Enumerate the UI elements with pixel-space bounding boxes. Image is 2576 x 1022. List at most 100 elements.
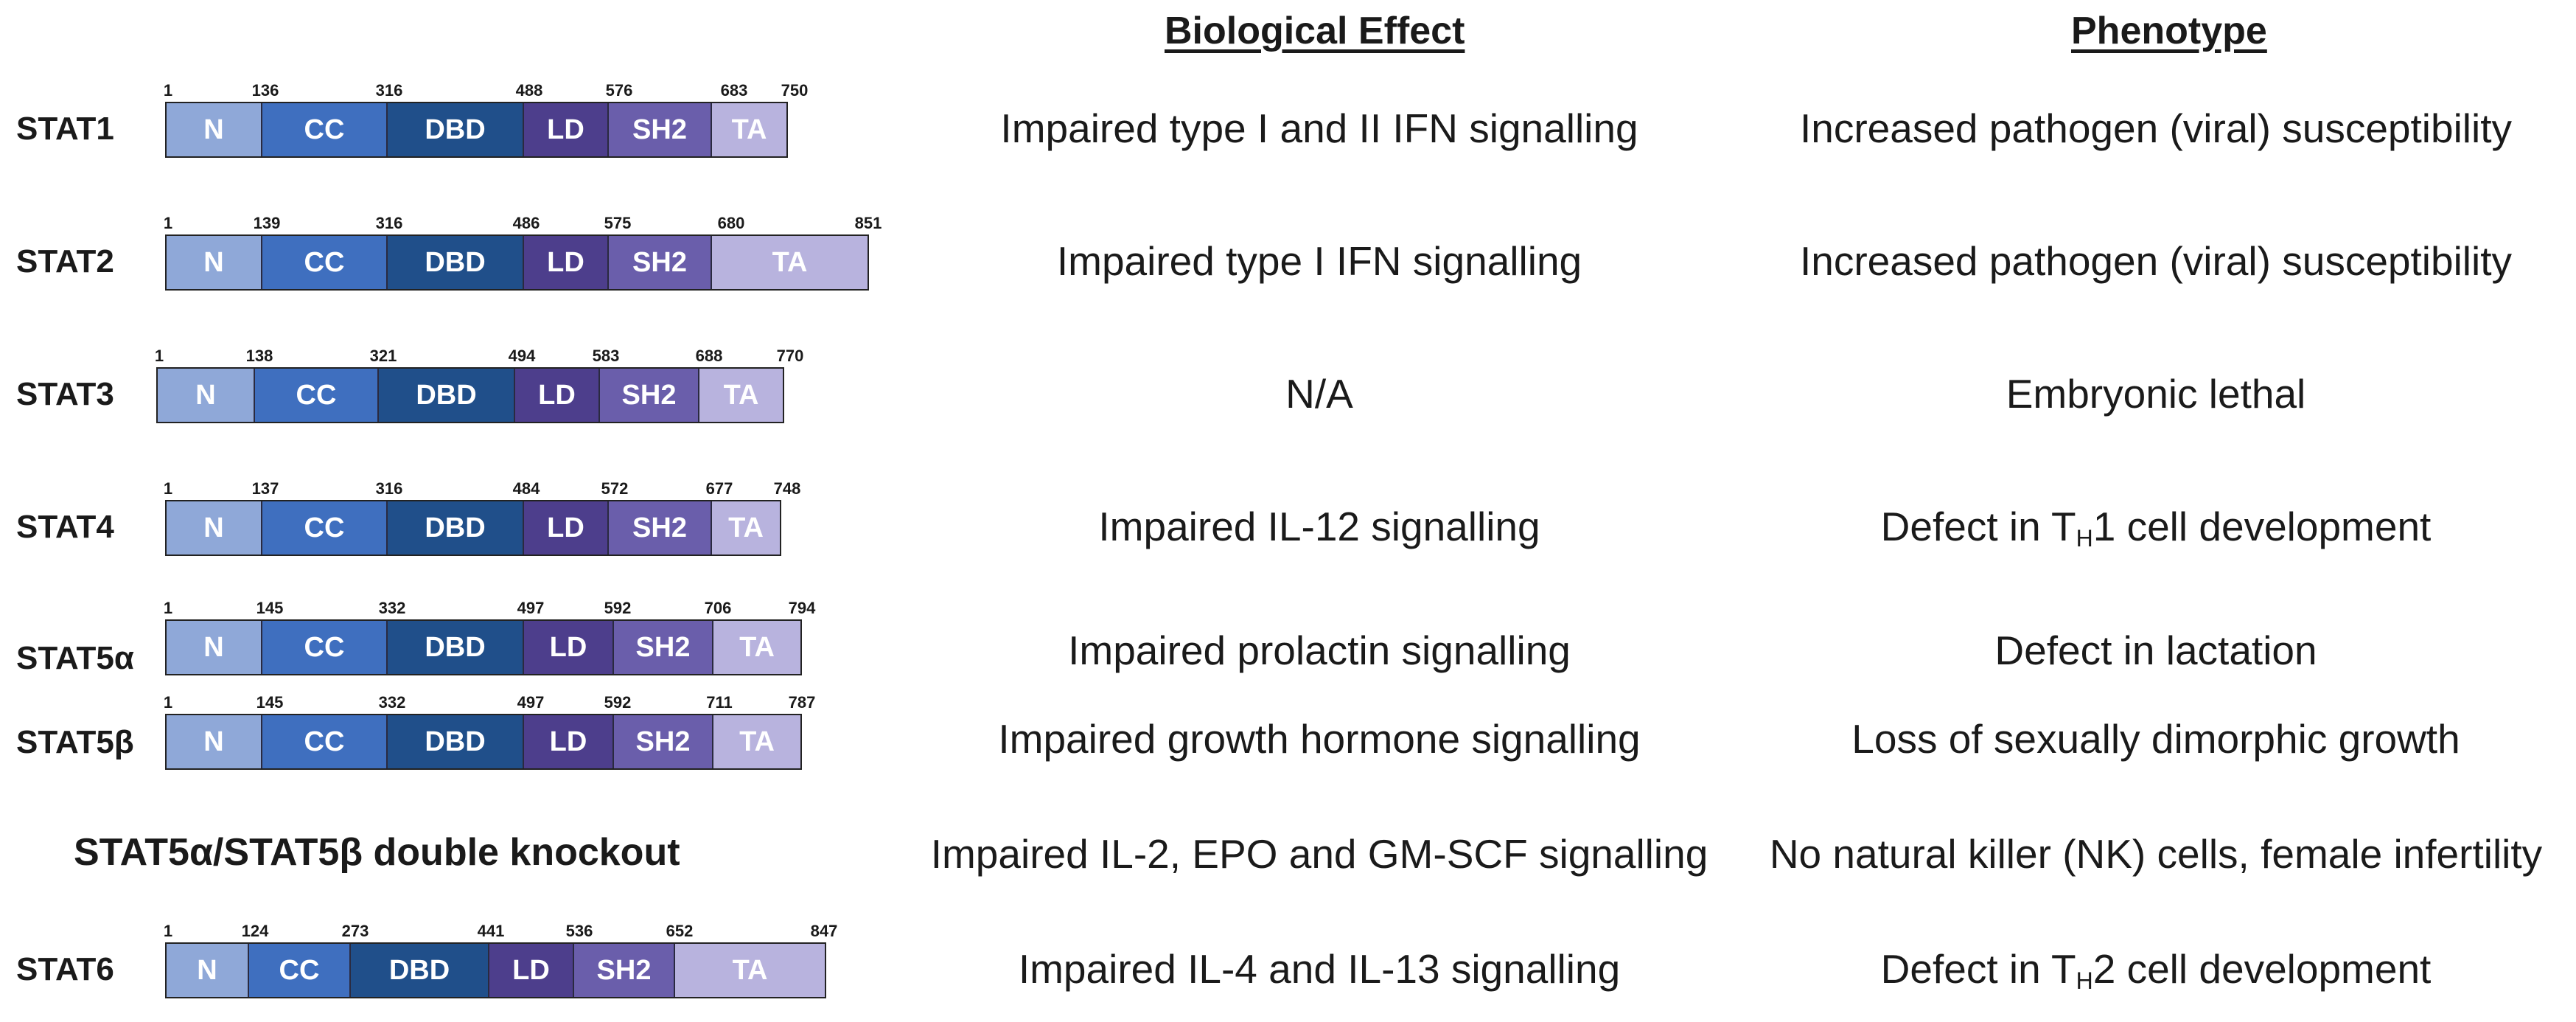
domain-ld: LD (524, 501, 609, 555)
domain-n: N (167, 715, 262, 768)
position-label: 652 (666, 922, 694, 940)
position-label: 139 (253, 214, 281, 232)
position-label: 1 (163, 922, 173, 940)
domain-n: N (167, 944, 249, 997)
domain-cc: CC (262, 103, 388, 156)
biological-effect: Impaired IL-12 signalling (1098, 504, 1540, 549)
position-label: 494 (508, 347, 536, 365)
biological-effect-header: Biological Effect (1165, 10, 1465, 52)
phenotype-text-end: 1 cell development (2092, 504, 2432, 549)
position-label: 136 (251, 81, 279, 100)
protein-name: STAT4 (16, 509, 114, 545)
phenotype: No natural killer (NK) cells, female inf… (1769, 831, 2543, 877)
domain-bar: N CC DBD LD SH2 TA (165, 102, 788, 158)
position-label: 851 (854, 214, 882, 232)
phenotype-text-end: 2 cell development (2092, 946, 2432, 992)
domain-bar: N CC DBD LD SH2 TA (165, 234, 869, 291)
position-label: 1 (163, 693, 173, 712)
position-label: 316 (375, 214, 403, 232)
protein-name: STAT5α (16, 640, 134, 676)
domain-cc: CC (255, 369, 379, 422)
domain-ld: LD (524, 715, 614, 768)
position-label: 316 (375, 81, 403, 100)
position-label: 583 (592, 347, 620, 365)
domain-bar: N CC DBD LD SH2 TA (165, 619, 802, 675)
position-label: 572 (601, 479, 629, 498)
position-label: 711 (706, 693, 733, 712)
domain-sh2: SH2 (609, 236, 712, 289)
position-label: 137 (251, 479, 279, 498)
domain-dbd: DBD (388, 501, 524, 555)
position-label: 592 (604, 693, 632, 712)
phenotype-subscript: H (2076, 967, 2093, 994)
domain-dbd: DBD (388, 621, 524, 674)
domain-bar: N CC DBD LD SH2 TA (165, 942, 826, 998)
domain-sh2: SH2 (609, 103, 712, 156)
position-label: 787 (788, 693, 816, 712)
phenotype-text: Defect in T (1880, 946, 2076, 992)
domain-ta: TA (675, 944, 825, 997)
position-label: 488 (515, 81, 543, 100)
domain-n: N (167, 501, 262, 555)
protein-name: STAT6 (16, 951, 114, 987)
position-label: 497 (517, 693, 545, 712)
biological-effect: Impaired growth hormone signalling (998, 716, 1641, 762)
domain-n: N (158, 369, 255, 422)
domain-n: N (167, 236, 262, 289)
position-label: 847 (810, 922, 838, 940)
position-label: 316 (375, 479, 403, 498)
domain-cc: CC (249, 944, 351, 997)
domain-cc: CC (262, 715, 388, 768)
position-label: 486 (512, 214, 540, 232)
domain-bar: N CC DBD LD SH2 TA (156, 367, 784, 423)
position-label: 332 (378, 599, 406, 617)
domain-bar: N CC DBD LD SH2 TA (165, 714, 802, 770)
phenotype: Increased pathogen (viral) susceptibilit… (1799, 238, 2513, 284)
domain-sh2: SH2 (614, 621, 713, 674)
domain-ta: TA (712, 103, 786, 156)
position-label: 138 (245, 347, 273, 365)
position-label: 332 (378, 693, 406, 712)
domain-n: N (167, 103, 262, 156)
protein-name: STAT1 (16, 111, 114, 147)
domain-sh2: SH2 (574, 944, 675, 997)
position-label: 575 (604, 214, 632, 232)
domain-sh2: SH2 (614, 715, 713, 768)
position-label: 321 (369, 347, 397, 365)
domain-ld: LD (515, 369, 600, 422)
position-label: 1 (163, 81, 173, 100)
domain-ld: LD (524, 621, 614, 674)
domain-sh2: SH2 (609, 501, 712, 555)
biological-effect: Impaired type I IFN signalling (1056, 238, 1582, 284)
domain-n: N (167, 621, 262, 674)
phenotype: Embryonic lethal (2006, 371, 2306, 417)
position-label: 1 (163, 599, 173, 617)
domain-dbd: DBD (379, 369, 515, 422)
biological-effect: N/A (1285, 371, 1353, 417)
biological-effect: Impaired IL-2, EPO and GM-SCF signalling (930, 831, 1708, 877)
position-label: 576 (605, 81, 633, 100)
biological-effect: Impaired IL-4 and IL-13 signalling (1018, 946, 1621, 992)
domain-ld: LD (489, 944, 574, 997)
phenotype: Defect in TH1 cell development (1881, 503, 2432, 552)
domain-dbd: DBD (388, 236, 524, 289)
domain-ta: TA (712, 501, 780, 555)
protein-name: STAT5β (16, 724, 134, 760)
phenotype: Defect in lactation (1994, 628, 2317, 673)
domain-dbd: DBD (351, 944, 489, 997)
domain-dbd: DBD (388, 715, 524, 768)
phenotype-text: Defect in T (1880, 504, 2076, 549)
biological-effect: Impaired type I and II IFN signalling (1000, 105, 1638, 151)
protein-name: STAT3 (16, 376, 114, 412)
domain-cc: CC (262, 236, 388, 289)
domain-ld: LD (524, 236, 609, 289)
position-label: 794 (788, 599, 816, 617)
position-label: 1 (163, 479, 173, 498)
domain-ta: TA (713, 715, 800, 768)
position-label: 688 (695, 347, 723, 365)
domain-ta: TA (712, 236, 868, 289)
position-label: 748 (773, 479, 801, 498)
phenotype: Defect in TH2 cell development (1881, 945, 2432, 995)
position-label: 677 (705, 479, 733, 498)
position-label: 683 (720, 81, 748, 100)
